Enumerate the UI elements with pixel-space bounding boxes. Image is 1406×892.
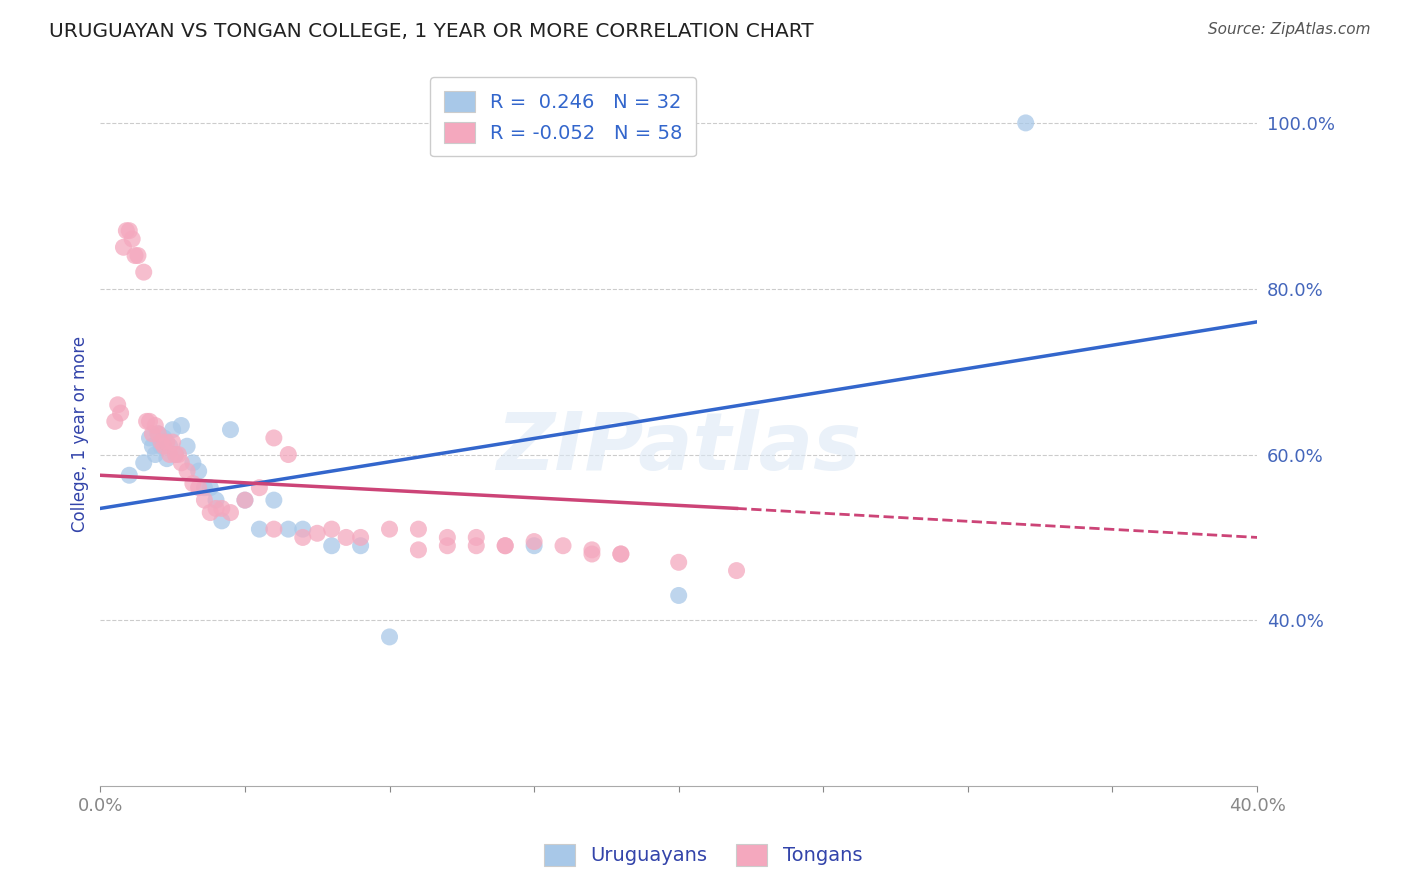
Point	[465, 539, 488, 553]
Point	[170, 418, 193, 433]
Point	[148, 426, 170, 441]
Point	[551, 539, 574, 553]
Point	[610, 547, 633, 561]
Point	[263, 522, 285, 536]
Legend: R =  0.246   N = 32, R = -0.052   N = 58: R = 0.246 N = 32, R = -0.052 N = 58	[430, 77, 696, 156]
Point	[523, 534, 546, 549]
Point	[107, 398, 129, 412]
Point	[307, 526, 329, 541]
Point	[143, 448, 166, 462]
Point	[165, 448, 187, 462]
Point	[187, 464, 209, 478]
Point	[181, 476, 204, 491]
Point	[138, 414, 160, 428]
Text: Source: ZipAtlas.com: Source: ZipAtlas.com	[1208, 22, 1371, 37]
Point	[115, 224, 138, 238]
Point	[165, 448, 187, 462]
Point	[193, 481, 215, 495]
Point	[150, 439, 173, 453]
Point	[141, 439, 163, 453]
Legend: Uruguayans, Tongans: Uruguayans, Tongans	[536, 837, 870, 873]
Point	[110, 406, 132, 420]
Point	[156, 435, 179, 450]
Y-axis label: College, 1 year or more: College, 1 year or more	[72, 335, 89, 532]
Point	[263, 431, 285, 445]
Point	[112, 240, 135, 254]
Point	[291, 522, 314, 536]
Point	[494, 539, 516, 553]
Point	[104, 414, 127, 428]
Point	[159, 448, 181, 462]
Point	[167, 448, 190, 462]
Point	[135, 414, 157, 428]
Point	[153, 439, 176, 453]
Point	[141, 426, 163, 441]
Point	[523, 539, 546, 553]
Point	[263, 493, 285, 508]
Point	[127, 248, 149, 262]
Point	[408, 542, 430, 557]
Point	[219, 506, 242, 520]
Point	[233, 493, 256, 508]
Point	[176, 439, 198, 453]
Point	[219, 423, 242, 437]
Point	[494, 539, 516, 553]
Point	[118, 224, 141, 238]
Point	[349, 539, 371, 553]
Point	[378, 630, 401, 644]
Point	[138, 431, 160, 445]
Point	[725, 564, 748, 578]
Point	[121, 232, 143, 246]
Point	[277, 448, 299, 462]
Point	[205, 501, 228, 516]
Point	[153, 431, 176, 445]
Text: ZIPatlas: ZIPatlas	[496, 409, 862, 487]
Point	[436, 530, 458, 544]
Point	[349, 530, 371, 544]
Point	[436, 539, 458, 553]
Point	[668, 555, 690, 569]
Point	[148, 426, 170, 441]
Point	[162, 435, 184, 450]
Point	[291, 530, 314, 544]
Point	[181, 456, 204, 470]
Point	[335, 530, 357, 544]
Point	[205, 493, 228, 508]
Point	[187, 481, 209, 495]
Point	[247, 481, 270, 495]
Point	[132, 265, 155, 279]
Text: URUGUAYAN VS TONGAN COLLEGE, 1 YEAR OR MORE CORRELATION CHART: URUGUAYAN VS TONGAN COLLEGE, 1 YEAR OR M…	[49, 22, 814, 41]
Point	[581, 542, 603, 557]
Point	[465, 530, 488, 544]
Point	[200, 506, 222, 520]
Point	[143, 418, 166, 433]
Point	[321, 539, 343, 553]
Point	[162, 423, 184, 437]
Point	[118, 468, 141, 483]
Point	[132, 456, 155, 470]
Point	[668, 589, 690, 603]
Point	[156, 451, 179, 466]
Point	[124, 248, 146, 262]
Point	[581, 547, 603, 561]
Point	[233, 493, 256, 508]
Point	[159, 439, 181, 453]
Point	[247, 522, 270, 536]
Point	[211, 501, 233, 516]
Point	[1015, 116, 1038, 130]
Point	[321, 522, 343, 536]
Point	[610, 547, 633, 561]
Point	[176, 464, 198, 478]
Point	[170, 456, 193, 470]
Point	[277, 522, 299, 536]
Point	[150, 435, 173, 450]
Point	[193, 493, 215, 508]
Point	[378, 522, 401, 536]
Point	[408, 522, 430, 536]
Point	[200, 481, 222, 495]
Point	[211, 514, 233, 528]
